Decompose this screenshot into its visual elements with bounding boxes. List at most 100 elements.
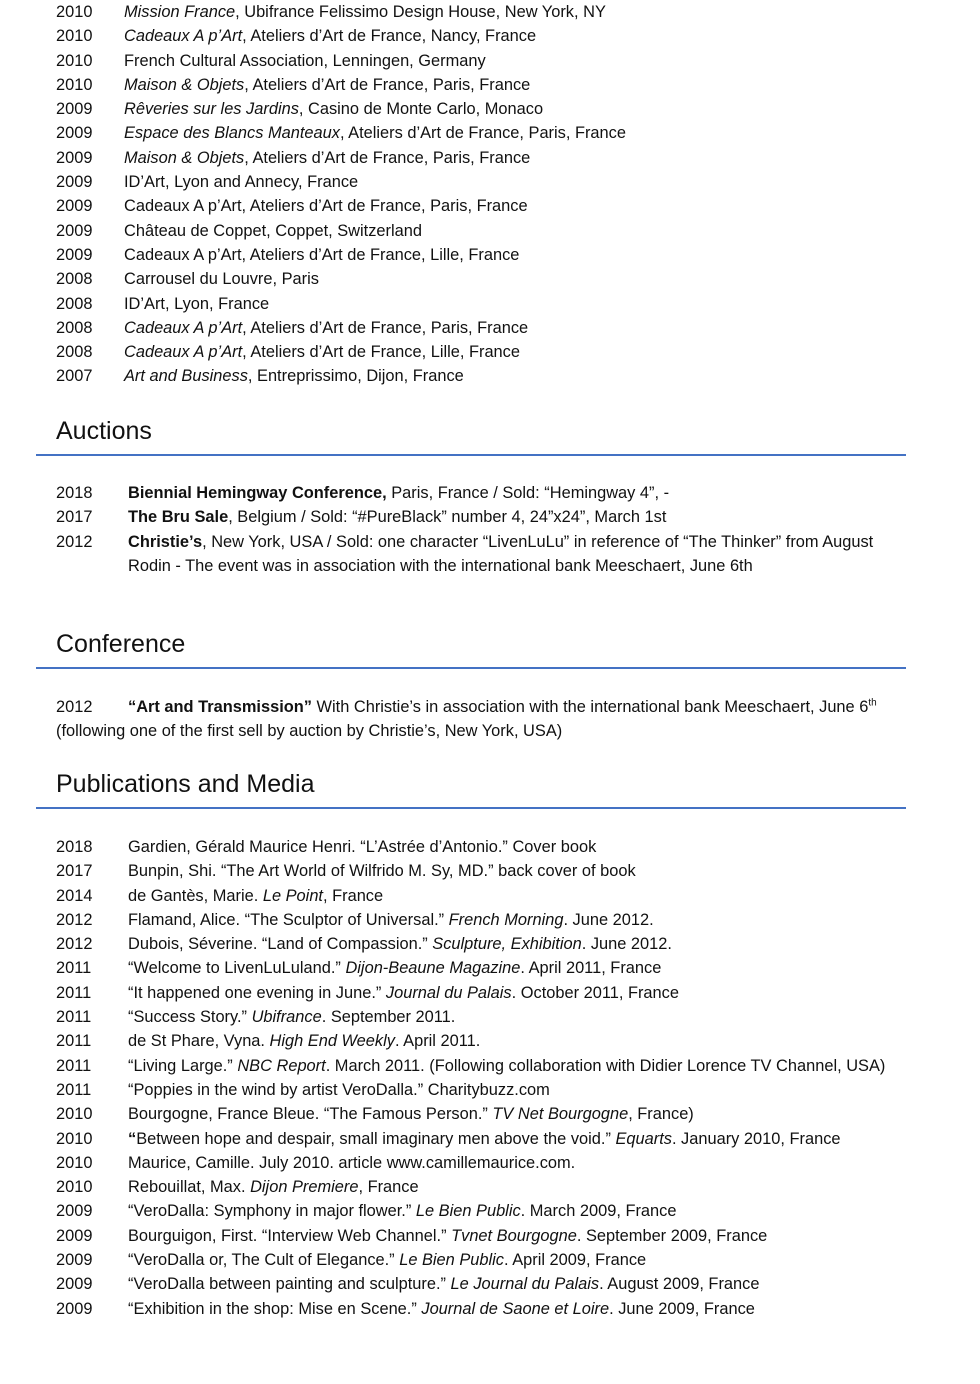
bold-title: Biennial Hemingway Conference,: [128, 484, 387, 502]
italic-title: Art and Business: [124, 367, 248, 386]
text-segment: Carrousel du Louvre, Paris: [124, 270, 319, 289]
entry-year: 2018: [56, 838, 93, 856]
text-segment: . June 2012.: [581, 935, 672, 954]
list-item: 2010 Maurice, Camille. July 2010. article…: [0, 1151, 980, 1175]
entry-year: 2011: [56, 1056, 92, 1075]
italic-title: Cadeaux A p’Art: [124, 27, 243, 46]
text-segment: Bunpin, Shi. “The Art World of Wilfrido …: [128, 862, 636, 881]
text-segment: “Living Large.”: [128, 1056, 238, 1075]
conference-text: (following one of the first sell by auct…: [56, 722, 563, 741]
list-item: 2011 “Success Story.” Ubifrance. Septembe…: [0, 1005, 980, 1029]
entry-year: 2010: [56, 27, 93, 46]
entry-year: 2009: [56, 221, 93, 240]
entry-year: 2010: [56, 51, 93, 70]
text-segment: , Ateliers d’Art de France, Paris, Franc…: [244, 148, 531, 167]
entry-year: 2018: [56, 484, 93, 502]
entry-text: “Welcome to LivenLuLuland.” Dijon-Beaune…: [128, 956, 888, 980]
list-item: 2009 Espace des Blancs Manteaux, Ateliers…: [0, 121, 980, 145]
text-segment: , Ateliers d’Art de France, Paris, Franc…: [242, 318, 529, 337]
entry-text: de Gantès, Marie. Le Point, France: [128, 884, 888, 908]
entry-year: 2011: [56, 1008, 92, 1027]
section-divider: [36, 807, 906, 809]
italic-title: Maison & Objets: [124, 75, 245, 94]
text-segment: “VeroDalla: Symphony in major flower.”: [128, 1202, 416, 1221]
list-item: 2009 Rêveries sur les Jardins, Casino de …: [0, 97, 980, 121]
entry-year: 2009: [56, 1299, 93, 1318]
italic-title: Rêveries sur les Jardins: [124, 100, 299, 119]
entry-text: Gardien, Gérald Maurice Henri. “L’Astrée…: [128, 835, 888, 859]
text-segment: . June 2009, France: [609, 1299, 755, 1318]
entry-year: 2009: [56, 1275, 93, 1294]
entry-year: 2009: [56, 173, 93, 192]
entry-year: 2009: [56, 1251, 93, 1270]
list-item: 2008 Cadeaux A p’Art, Ateliers d’Art de F…: [0, 340, 980, 364]
entry-text: “Between hope and despair, small imagina…: [128, 1127, 888, 1151]
text-segment: “Exhibition in the shop: Mise en Scene.”: [128, 1299, 422, 1318]
list-item: 2018 Gardien, Gérald Maurice Henri. “L’As…: [0, 835, 980, 859]
entry-year: 2009: [56, 148, 93, 167]
list-item: 2010 “Between hope and despair, small ima…: [0, 1127, 980, 1151]
entry-year: 2010: [56, 1105, 93, 1124]
entry-year: 2012: [56, 532, 93, 551]
list-item: 2008 Carrousel du Louvre, Paris: [0, 267, 980, 291]
list-item: 2011 “Living Large.” NBC Report. March 20…: [0, 1054, 980, 1078]
text-segment: , France): [628, 1105, 694, 1124]
text-segment: , France: [358, 1178, 419, 1197]
entry-text: Espace des Blancs Manteaux, Ateliers d’A…: [124, 121, 884, 145]
entry-text: Mission France, Ubifrance Felissimo Desi…: [124, 0, 884, 24]
text-segment: , Ubifrance Felissimo Design House, New …: [235, 3, 606, 21]
text-segment: , New York, USA / Sold: one character “L…: [128, 532, 874, 575]
entry-year: 2011: [56, 959, 92, 978]
entry-year: 2009: [56, 124, 93, 143]
list-item: 2009 Cadeaux A p’Art, Ateliers d’Art de F…: [0, 243, 980, 267]
text-segment: , Ateliers d’Art de France, Paris, Franc…: [339, 124, 626, 143]
list-item: 2009 “VeroDalla between painting and scul…: [0, 1272, 980, 1296]
text-segment: . August 2009, France: [599, 1275, 760, 1294]
entry-year: 2010: [56, 1153, 93, 1172]
list-item: 2011 “Welcome to LivenLuLuland.” Dijon-Be…: [0, 956, 980, 980]
entry-text: “VeroDalla: Symphony in major flower.” L…: [128, 1199, 888, 1223]
bold-title: “: [128, 1129, 137, 1148]
text-segment: Bourgogne, France Bleue. “The Famous Per…: [128, 1105, 493, 1124]
entry-year: 2017: [56, 508, 93, 527]
italic-title: TV Net Bourgogne: [492, 1105, 629, 1124]
italic-title: High End Weekly: [269, 1032, 395, 1051]
text-segment: Between hope and despair, small imaginar…: [136, 1129, 616, 1148]
entry-text: Château de Coppet, Coppet, Switzerland: [124, 219, 884, 243]
text-segment: . March 2011. (Following collaboration w…: [325, 1056, 886, 1075]
entry-text: Christie’s, New York, USA / Sold: one ch…: [128, 530, 888, 579]
entry-year: 2010: [56, 75, 93, 94]
entry-year: 2011: [56, 1032, 92, 1051]
entry-text: French Cultural Association, Lenningen, …: [124, 49, 884, 73]
entry-year: 2009: [56, 100, 93, 119]
list-item: 2012 Flamand, Alice. “The Sculptor of Uni…: [0, 908, 980, 932]
entry-year: 2009: [56, 245, 93, 264]
text-segment: “Welcome to LivenLuLuland.”: [128, 959, 346, 978]
list-item: 2010 Cadeaux A p’Art, Ateliers d’Art de F…: [0, 24, 980, 48]
ordinal-suffix: th: [868, 697, 877, 709]
list-item: 2010 Maison & Objets, Ateliers d’Art de F…: [0, 73, 980, 97]
text-segment: Bourguigon, First. “Interview Web Channe…: [128, 1226, 452, 1245]
entry-text: Maison & Objets, Ateliers d’Art de Franc…: [124, 146, 884, 170]
list-item: 2009 ID’Art, Lyon and Annecy, France: [0, 170, 980, 194]
entry-year: 2009: [56, 197, 93, 216]
entry-text: “Poppies in the wind by artist VeroDalla…: [128, 1078, 888, 1102]
entry-text: Bourguigon, First. “Interview Web Channe…: [128, 1224, 888, 1248]
list-item: 2009 “Exhibition in the shop: Mise en Sce…: [0, 1297, 980, 1321]
entry-text: Flamand, Alice. “The Sculptor of Univers…: [128, 908, 888, 932]
text-segment: , Entreprissimo, Dijon, France: [247, 367, 464, 386]
entry-text: Dubois, Séverine. “Land of Compassion.” …: [128, 932, 888, 956]
bold-title: Christie’s: [128, 532, 203, 551]
list-item: 2010 Rebouillat, Max. Dijon Premiere, Fra…: [0, 1175, 980, 1199]
text-segment: Paris, France / Sold: “Hemingway 4”, -: [386, 484, 670, 502]
text-segment: Flamand, Alice. “The Sculptor of Univers…: [128, 910, 449, 929]
list-item: 2011 de St Phare, Vyna. High End Weekly. …: [0, 1029, 980, 1053]
entry-year: 2009: [56, 1226, 93, 1245]
entry-text: “VeroDalla between painting and sculptur…: [128, 1272, 888, 1296]
entry-year: 2008: [56, 343, 93, 362]
italic-title: Espace des Blancs Manteaux: [124, 124, 340, 143]
text-segment: “VeroDalla between painting and sculptur…: [128, 1275, 451, 1294]
entry-text: de St Phare, Vyna. High End Weekly. Apri…: [128, 1029, 888, 1053]
entry-text: ID’Art, Lyon, France: [124, 292, 884, 316]
text-segment: Gardien, Gérald Maurice Henri. “L’Astrée…: [128, 838, 597, 856]
